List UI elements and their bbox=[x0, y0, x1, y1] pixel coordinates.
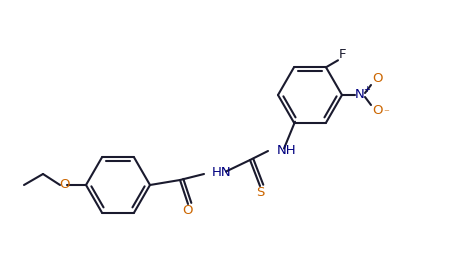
Text: ⁻: ⁻ bbox=[382, 108, 388, 118]
Text: +: + bbox=[363, 85, 370, 93]
Text: N: N bbox=[354, 88, 364, 101]
Text: F: F bbox=[339, 48, 346, 61]
Text: O: O bbox=[372, 72, 382, 85]
Text: NH: NH bbox=[276, 144, 296, 157]
Text: S: S bbox=[255, 187, 263, 199]
Text: O: O bbox=[182, 205, 193, 217]
Text: O: O bbox=[372, 103, 382, 117]
Text: O: O bbox=[60, 179, 70, 191]
Text: HN: HN bbox=[212, 165, 231, 179]
